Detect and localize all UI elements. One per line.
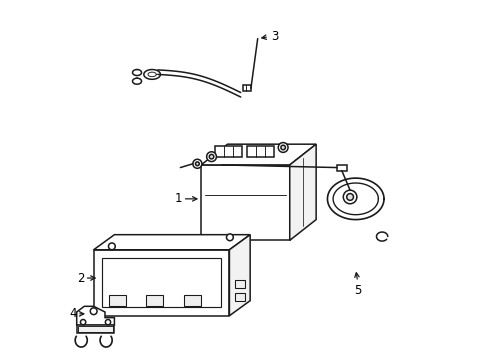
Polygon shape (235, 280, 244, 288)
Circle shape (209, 154, 213, 159)
Polygon shape (289, 144, 316, 240)
Polygon shape (215, 146, 241, 157)
Circle shape (108, 243, 115, 250)
Polygon shape (94, 250, 229, 316)
Polygon shape (247, 146, 273, 157)
Circle shape (346, 194, 353, 201)
Text: 4: 4 (69, 307, 77, 320)
Polygon shape (108, 295, 125, 306)
Circle shape (90, 308, 97, 315)
Text: 1: 1 (174, 192, 182, 205)
Polygon shape (242, 85, 250, 91)
Circle shape (195, 162, 199, 166)
Circle shape (81, 320, 85, 325)
Polygon shape (146, 295, 163, 306)
Polygon shape (235, 293, 244, 301)
Circle shape (105, 320, 110, 325)
Circle shape (192, 159, 202, 168)
Polygon shape (229, 235, 250, 316)
Polygon shape (77, 306, 114, 325)
Text: 2: 2 (77, 271, 84, 284)
Circle shape (278, 143, 287, 152)
Text: 5: 5 (353, 284, 361, 297)
Polygon shape (94, 235, 250, 250)
Polygon shape (77, 325, 114, 333)
Polygon shape (184, 295, 201, 306)
Circle shape (343, 190, 356, 204)
Polygon shape (201, 165, 289, 240)
Text: 3: 3 (270, 30, 278, 43)
Circle shape (206, 152, 216, 162)
Circle shape (280, 145, 285, 150)
Circle shape (226, 234, 233, 241)
Polygon shape (336, 165, 346, 171)
Polygon shape (201, 144, 316, 165)
